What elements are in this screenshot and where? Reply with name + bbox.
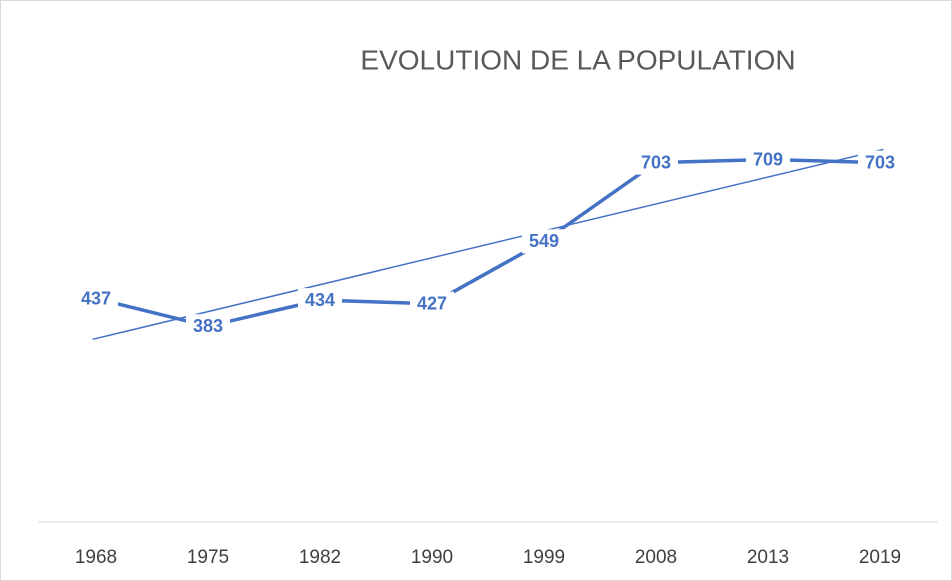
data-label: 549 bbox=[529, 231, 559, 251]
data-label-background bbox=[74, 286, 118, 311]
data-label: 383 bbox=[193, 316, 223, 336]
data-label: 434 bbox=[305, 290, 335, 310]
x-tick-label: 2019 bbox=[859, 547, 901, 568]
data-label-background bbox=[746, 147, 790, 172]
data-label-background bbox=[634, 150, 678, 175]
data-label: 703 bbox=[865, 152, 895, 172]
data-label: 703 bbox=[641, 152, 671, 172]
x-tick-label: 2008 bbox=[635, 547, 677, 568]
data-label-background bbox=[522, 229, 566, 254]
x-tick-label: 1968 bbox=[75, 547, 117, 568]
data-label-background bbox=[186, 314, 230, 339]
data-label: 709 bbox=[753, 149, 783, 169]
x-tick-label: 1999 bbox=[523, 547, 565, 568]
trendline bbox=[92, 148, 884, 341]
chart-title: EVOLUTION DE LA POPULATION bbox=[360, 44, 795, 75]
x-tick-label: 1982 bbox=[299, 547, 341, 568]
x-tick-label: 1990 bbox=[411, 547, 453, 568]
data-label-background bbox=[858, 150, 902, 175]
x-tick-label: 2013 bbox=[747, 547, 789, 568]
data-label-background bbox=[298, 288, 342, 313]
x-tick-label: 1975 bbox=[187, 547, 229, 568]
data-label: 427 bbox=[417, 293, 447, 313]
data-label: 437 bbox=[81, 288, 111, 308]
data-label-background bbox=[410, 291, 454, 316]
